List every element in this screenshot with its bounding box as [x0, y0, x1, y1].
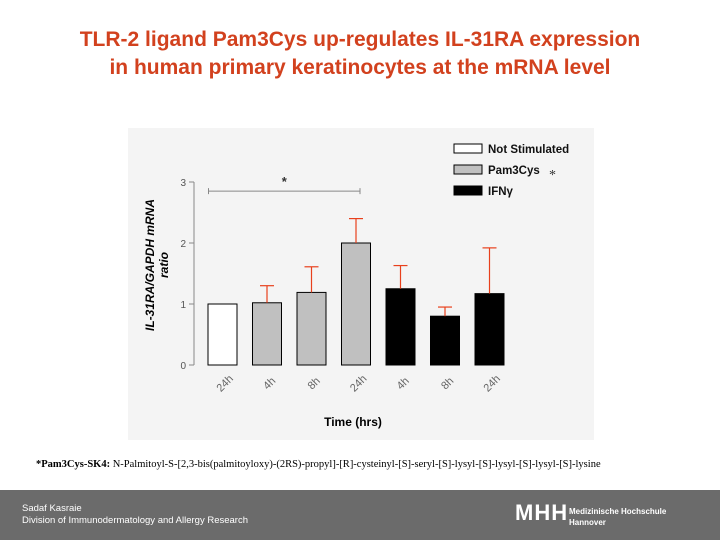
bar: [207, 303, 238, 366]
author-name: Sadaf Kasraie: [22, 503, 82, 514]
y-tick-label: 3: [180, 178, 186, 189]
chart-legend: Not Stimulated Pam3Cys * IFNγ: [453, 143, 569, 198]
bar: [385, 288, 416, 366]
x-axis-label: Time (hrs): [324, 415, 382, 429]
logo-mark: MHH: [515, 500, 569, 525]
title-line-1: TLR-2 ligand Pam3Cys up-regulates IL-31R…: [79, 28, 641, 51]
bar-chart: 0 1 2 3 24h 4h 8h 24h 4h 8h 24h Not Stimulated Pam…: [143, 143, 569, 429]
x-tick-label: 4h: [261, 375, 278, 392]
bar: [252, 302, 282, 366]
author-block: Sadaf Kasraie Division of Immunodermatol…: [22, 503, 248, 527]
y-tick-label: 1: [180, 300, 186, 311]
footnote-term: *Pam3Cys-SK4:: [36, 459, 111, 470]
logo-line-1: Medizinische Hochschule: [569, 507, 667, 516]
x-tick-label: 24h: [481, 373, 502, 394]
significance-bracket: *: [208, 174, 361, 195]
significance-label: *: [282, 174, 288, 189]
logo-line-2: Hannover: [569, 518, 606, 527]
legend-label: IFNγ: [488, 186, 514, 198]
chart-bars: [207, 242, 505, 366]
y-axis-label: IL-31RA/GAPDH mRNAratio: [143, 199, 171, 331]
bar: [341, 242, 371, 366]
title-line-2: in human primary keratinocytes at the mR…: [109, 56, 611, 79]
x-tick-label: 24h: [348, 373, 369, 394]
x-tick-labels: 24h 4h 8h 24h 4h 8h 24h: [214, 373, 502, 394]
chart-panel: 0 1 2 3 24h 4h 8h 24h 4h 8h 24h Not Stimulated Pam…: [128, 128, 594, 440]
legend-note: *: [549, 168, 556, 183]
bar: [296, 291, 327, 366]
bar: [430, 315, 460, 366]
legend-swatch: [453, 164, 483, 175]
legend-swatch: [453, 143, 483, 154]
legend-label: Pam3Cys: [488, 165, 540, 177]
y-axis-label-line-1: IL-31RA/GAPDH mRNA: [143, 199, 157, 331]
y-tick-label: 0: [180, 361, 186, 372]
x-tick-label: 24h: [214, 373, 235, 394]
footnote-definition: N-Palmitoyl-S-[2,3-bis(palmitoyloxy)-(2R…: [110, 459, 601, 470]
slide-title: TLR-2 ligand Pam3Cys up-regulates IL-31R…: [0, 26, 720, 82]
footnote: *Pam3Cys-SK4: N-Palmitoyl-S-[2,3-bis(pal…: [36, 459, 716, 470]
legend-swatch: [453, 185, 483, 196]
chart-error-bars: [260, 217, 497, 317]
logo-text: Medizinische Hochschule Hannover: [569, 506, 666, 528]
x-tick-label: 8h: [439, 375, 456, 392]
legend-label: Not Stimulated: [488, 144, 569, 156]
x-tick-label: 8h: [306, 375, 323, 392]
bar: [474, 293, 505, 366]
chart-axes: 0 1 2 3: [180, 178, 195, 372]
y-axis-label-line-2: ratio: [157, 252, 171, 278]
mhh-logo: MHH Medizinische Hochschule Hannover: [515, 498, 715, 534]
y-tick-label: 2: [180, 239, 186, 250]
x-tick-label: 4h: [395, 375, 412, 392]
author-department: Division of Immunodermatology and Allerg…: [22, 515, 248, 526]
footer-bar: Sadaf Kasraie Division of Immunodermatol…: [0, 490, 720, 540]
